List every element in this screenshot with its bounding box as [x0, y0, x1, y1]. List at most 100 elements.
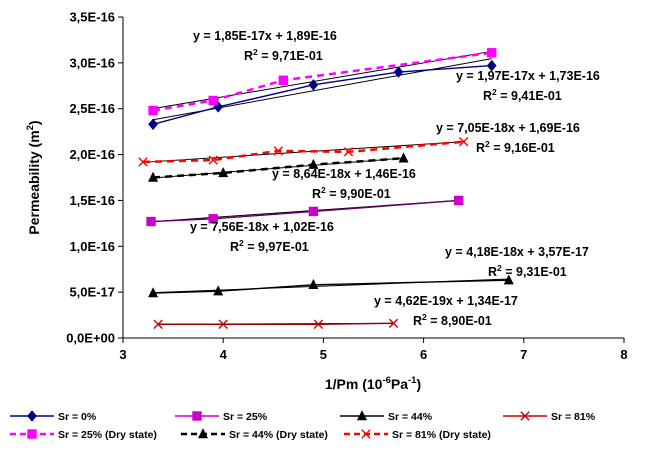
data-point [393, 66, 404, 78]
series-line [158, 322, 394, 325]
y-tick-label: 1,0E-16 [69, 239, 115, 254]
data-point [458, 137, 469, 147]
series-layer [138, 48, 514, 329]
trendline-annotations: y = 1,85E-17x + 1,89E-16 R2 = 9,71E-01 y =… [190, 29, 600, 328]
x-marker-stroke [153, 319, 163, 329]
r-squared-label: R2 = 9,71E-01 [244, 47, 323, 63]
legend-item-1: Sr = 25% [175, 411, 268, 423]
series-6 [138, 137, 469, 167]
data-point [138, 157, 148, 167]
r-squared-label: R2 = 9,97E-01 [230, 238, 309, 254]
trendline-equation: y = 8,64E-18x + 1,46E-16 [272, 167, 416, 181]
data-point [308, 278, 319, 290]
data-point [218, 167, 229, 178]
data-point [388, 318, 399, 329]
data-point [503, 274, 514, 285]
legend-marker [356, 410, 368, 421]
trendline-equation: y = 1,85E-17x + 1,89E-16 [193, 29, 337, 43]
data-point [308, 206, 319, 217]
data-point [148, 105, 158, 116]
legend-item-4: Sr = 25% (Dry state) [10, 429, 157, 441]
x-marker-stroke [208, 155, 218, 165]
series-line [153, 279, 509, 294]
data-point [208, 155, 218, 165]
x-tick-label: 5 [320, 347, 327, 362]
series-5 [148, 152, 409, 182]
data-point [398, 152, 409, 163]
legend-item-2: Sr = 44% [340, 410, 433, 423]
r-squared-label: R2 = 8,90E-01 [413, 312, 492, 328]
data-point [208, 95, 218, 106]
trendline-equation: y = 7,56E-18x + 1,02E-16 [190, 220, 334, 234]
y-tick-label: 3,5E-16 [69, 10, 115, 25]
data-point [213, 285, 224, 296]
x-marker-stroke [343, 147, 354, 157]
r-squared-label: R2 = 9,90E-01 [312, 185, 391, 201]
data-point [148, 287, 159, 298]
trendline-equation: y = 4,18E-18x + 3,57E-17 [445, 245, 589, 259]
legend-item-0: Sr = 0% [10, 410, 97, 423]
r-squared-label: R2 = 9,41E-01 [483, 87, 562, 103]
series-line [152, 51, 492, 112]
data-point [343, 147, 354, 157]
series-4 [148, 48, 497, 116]
legend-label: Sr = 44% [388, 411, 433, 423]
x-marker-stroke [138, 157, 148, 167]
x-marker-stroke [218, 319, 228, 329]
x-axis-label: 1/Pm (10-6Pa-1) [325, 375, 421, 392]
legend-label: Sr = 25% [223, 411, 268, 423]
trendline-equation: y = 1,97E-17x + 1,73E-16 [456, 69, 600, 83]
data-point [453, 195, 464, 206]
x-marker-stroke [388, 318, 399, 329]
legend-label: Sr = 81% [551, 411, 596, 423]
legend-marker [27, 410, 37, 422]
series-3 [153, 318, 399, 329]
x-tick-label: 8 [620, 347, 627, 362]
x-tick-label: 3 [119, 347, 126, 362]
legend-marker [520, 411, 530, 421]
legend: Sr = 0% Sr = 25% Sr = 44% Sr = 81% Sr = 25% … [10, 410, 596, 441]
x-marker-stroke [458, 137, 469, 147]
r-squared-label: R2 = 9,31E-01 [488, 263, 567, 279]
y-tick-label: 5,0E-17 [69, 285, 115, 300]
y-tick-label: 2,5E-16 [69, 101, 115, 116]
data-point [313, 319, 324, 329]
x-marker-stroke [361, 429, 371, 439]
data-point [148, 171, 159, 182]
data-point [278, 75, 289, 85]
legend-label: Sr = 0% [58, 411, 97, 423]
axes: 0,0E+00 5,0E-17 1,0E-16 1,5E-16 2,0E-16 2,5E-… [25, 10, 628, 393]
data-point [308, 158, 319, 169]
legend-label: Sr = 44% (Dry state) [229, 429, 328, 441]
trendline-equation: y = 4,62E-19x + 1,34E-17 [374, 294, 518, 308]
x-tick-label: 4 [220, 347, 228, 362]
legend-label: Sr = 81% (Dry state) [392, 429, 491, 441]
legend-item-3: Sr = 81% [503, 411, 596, 423]
legend-item-6: Sr = 81% (Dry state) [344, 429, 491, 441]
data-point [308, 79, 319, 91]
trendline-equation: y = 7,05E-18x + 1,69E-16 [436, 121, 580, 135]
series-2 [148, 274, 514, 298]
data-point [208, 214, 218, 224]
y-tick-label: 1,5E-16 [69, 193, 115, 208]
y-tick-label: 2,0E-16 [69, 147, 115, 162]
data-point [213, 101, 224, 113]
series-1 [146, 195, 464, 227]
r-squared-label: R2 = 9,16E-01 [476, 139, 555, 155]
data-point [273, 146, 284, 156]
x-marker-stroke [313, 319, 324, 329]
data-point [153, 319, 163, 329]
legend-marker [197, 428, 209, 439]
series-line [151, 199, 459, 223]
x-marker-stroke [520, 411, 530, 421]
y-tick-label: 0,0E+00 [66, 331, 115, 346]
legend-marker [361, 429, 371, 439]
x-marker-stroke [273, 146, 284, 156]
data-point [487, 48, 497, 58]
legend-item-5: Sr = 44% (Dry state) [181, 428, 328, 441]
data-point [148, 118, 158, 131]
data-point [146, 216, 156, 227]
data-point [486, 59, 497, 72]
x-tick-label: 6 [420, 347, 427, 362]
